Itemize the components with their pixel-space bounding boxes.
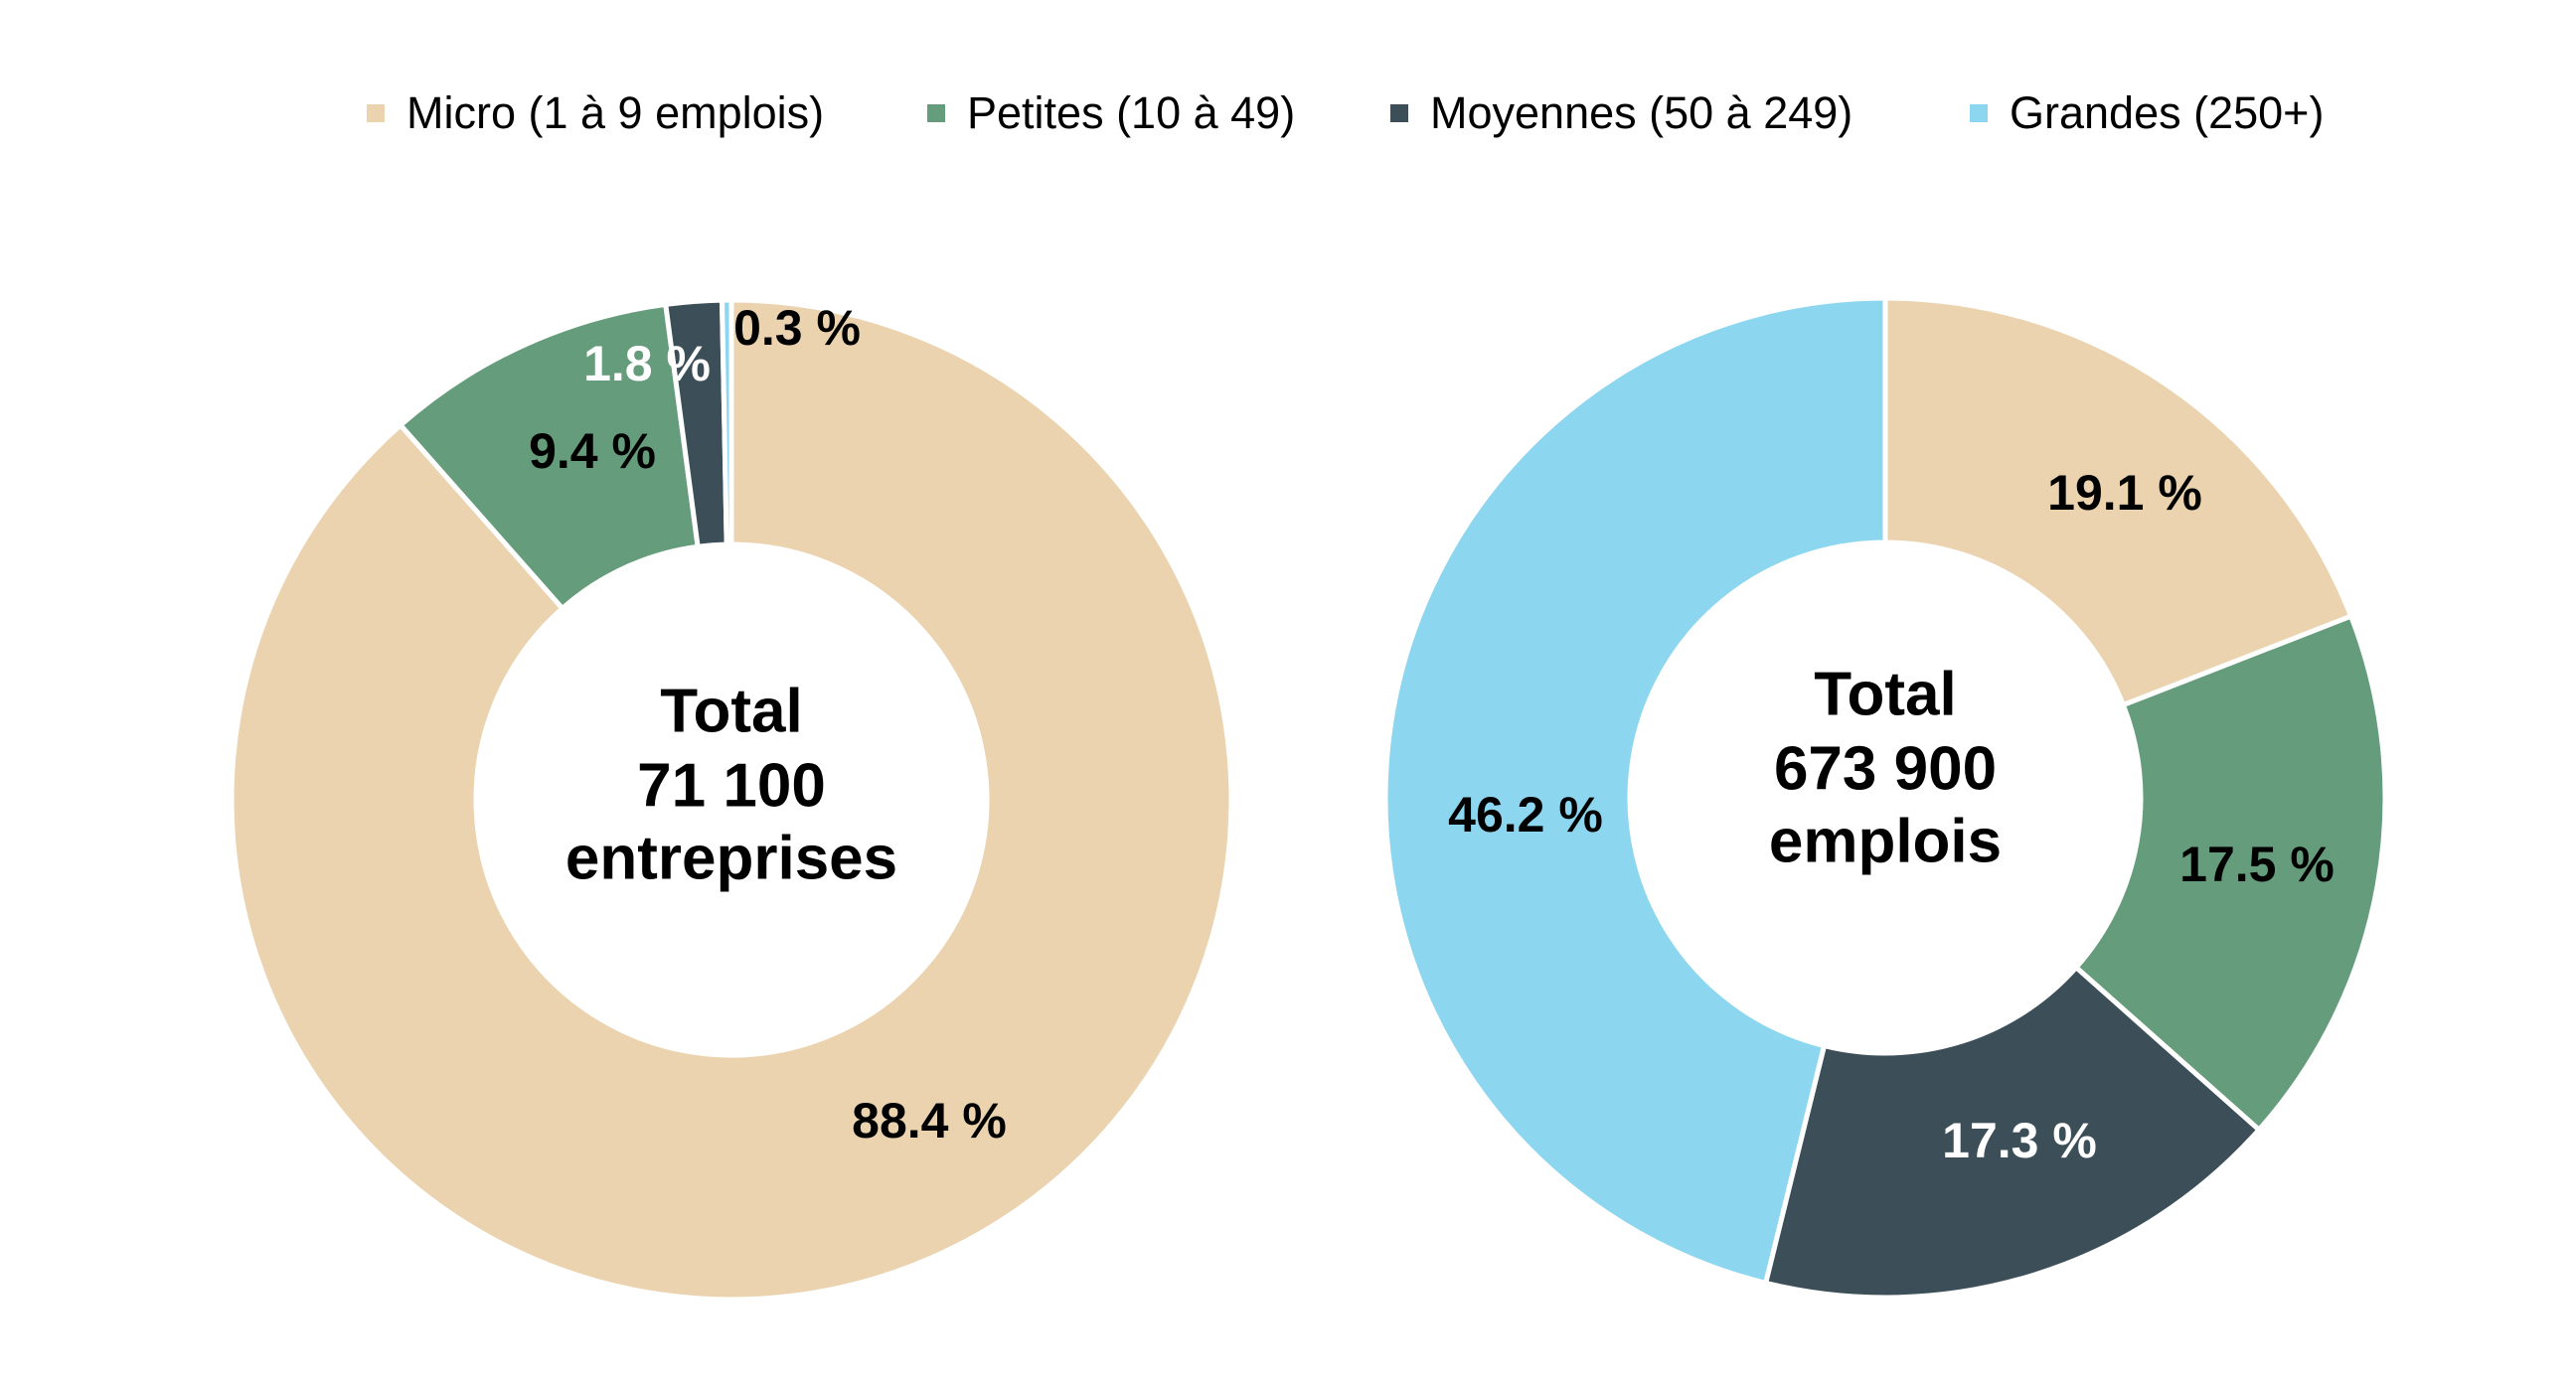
donut-slice bbox=[2072, 612, 2388, 1134]
legend: Micro (1 à 9 emplois) Petites (10 à 49) … bbox=[0, 87, 2576, 147]
legend-swatch bbox=[1970, 104, 1988, 122]
center-total-text: 71 100 bbox=[637, 751, 826, 820]
center-total-text: Total bbox=[1814, 660, 1957, 728]
legend-swatch bbox=[927, 104, 945, 122]
legend-item-petites: Petites (10 à 49) bbox=[927, 87, 1295, 139]
donut-slice bbox=[1762, 964, 2263, 1301]
center-total-text: emplois bbox=[1769, 807, 2002, 875]
donut-slice bbox=[1382, 295, 1888, 1287]
legend-item-moyennes: Moyennes (50 à 249) bbox=[1390, 87, 1852, 139]
donut-slice bbox=[719, 297, 734, 547]
data-label: 88.4 % bbox=[852, 1093, 1007, 1149]
data-label: 19.1 % bbox=[2047, 465, 2202, 521]
data-label: 17.5 % bbox=[2179, 837, 2334, 892]
data-label: 9.4 % bbox=[529, 423, 656, 479]
donut-slice bbox=[229, 297, 1234, 1303]
center-total-text: 673 900 bbox=[1774, 734, 1997, 803]
data-label: 0.3 % bbox=[733, 300, 861, 356]
data-label: 17.3 % bbox=[1942, 1113, 2097, 1168]
legend-swatch bbox=[1390, 104, 1408, 122]
legend-label: Petites (10 à 49) bbox=[967, 87, 1296, 138]
legend-item-micro: Micro (1 à 9 emplois) bbox=[367, 87, 824, 139]
legend-label: Grandes (250+) bbox=[2010, 87, 2325, 138]
legend-label: Micro (1 à 9 emplois) bbox=[406, 87, 825, 138]
center-total-text: Total bbox=[660, 677, 803, 745]
legend-swatch bbox=[367, 104, 385, 122]
data-label: 1.8 % bbox=[583, 336, 711, 391]
legend-item-grandes: Grandes (250+) bbox=[1970, 87, 2324, 139]
center-total-text: entreprises bbox=[565, 824, 897, 892]
legend-label: Moyennes (50 à 249) bbox=[1430, 87, 1853, 138]
donut-slice bbox=[1882, 295, 2354, 708]
data-label: 46.2 % bbox=[1448, 787, 1603, 843]
